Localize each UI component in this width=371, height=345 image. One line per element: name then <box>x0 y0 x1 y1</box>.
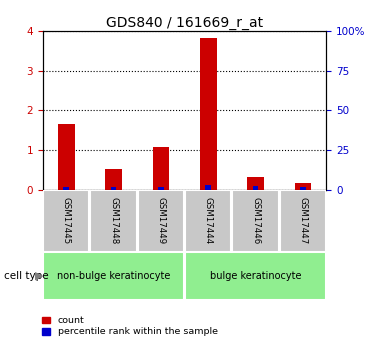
Bar <box>158 187 164 190</box>
Bar <box>111 187 116 190</box>
Bar <box>43 190 89 252</box>
Bar <box>200 38 217 190</box>
Bar <box>206 185 211 190</box>
Bar <box>91 190 137 252</box>
Bar <box>300 187 306 190</box>
Bar <box>232 190 279 252</box>
Text: non-bulge keratinocyte: non-bulge keratinocyte <box>57 271 170 281</box>
Bar <box>253 186 258 190</box>
Text: GSM17448: GSM17448 <box>109 197 118 244</box>
Bar <box>185 190 232 252</box>
Text: GSM17444: GSM17444 <box>204 197 213 244</box>
Bar <box>43 252 184 300</box>
Text: ▶: ▶ <box>35 271 44 281</box>
Text: GSM17445: GSM17445 <box>62 197 71 244</box>
Text: GSM17449: GSM17449 <box>157 197 165 244</box>
Bar <box>105 169 122 190</box>
Text: bulge keratinocyte: bulge keratinocyte <box>210 271 301 281</box>
Bar <box>63 187 69 190</box>
Bar <box>58 124 75 190</box>
Legend: count, percentile rank within the sample: count, percentile rank within the sample <box>38 312 222 340</box>
Bar <box>138 190 184 252</box>
Title: GDS840 / 161669_r_at: GDS840 / 161669_r_at <box>106 16 263 30</box>
Text: GSM17446: GSM17446 <box>251 197 260 244</box>
Bar <box>280 190 326 252</box>
Text: cell type: cell type <box>4 271 48 281</box>
Bar <box>152 147 169 190</box>
Text: GSM17447: GSM17447 <box>298 197 307 244</box>
Bar <box>247 177 264 190</box>
Bar <box>295 183 311 190</box>
Bar <box>185 252 326 300</box>
